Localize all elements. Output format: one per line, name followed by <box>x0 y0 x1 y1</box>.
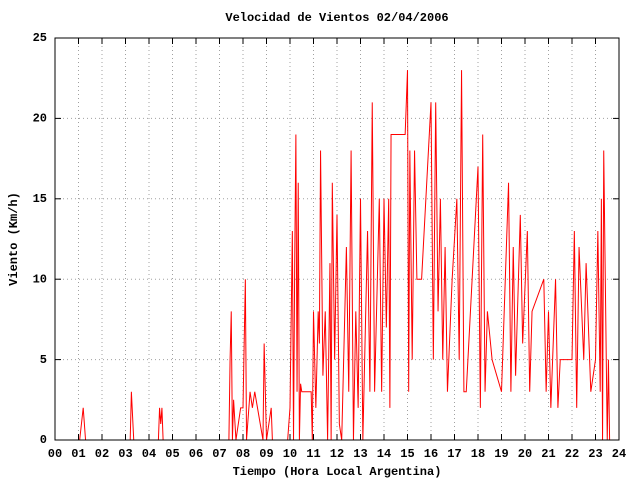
x-tick-label: 14 <box>377 447 391 461</box>
x-tick-label: 03 <box>118 447 132 461</box>
x-tick-label: 20 <box>518 447 532 461</box>
x-tick-label: 04 <box>142 447 156 461</box>
x-tick-label: 01 <box>71 447 85 461</box>
x-axis-label: Tiempo (Hora Local Argentina) <box>233 465 442 479</box>
y-tick-label: 5 <box>40 353 47 367</box>
y-tick-label: 10 <box>33 272 47 286</box>
x-tick-label: 07 <box>212 447 226 461</box>
data-line <box>79 70 611 441</box>
x-tick-label: 10 <box>283 447 297 461</box>
x-tick-label: 17 <box>447 447 461 461</box>
chart-title: Velocidad de Vientos 02/04/2006 <box>225 11 448 25</box>
x-tick-label: 16 <box>424 447 438 461</box>
y-tick-label: 20 <box>33 112 47 126</box>
x-tick-label: 23 <box>588 447 602 461</box>
y-tick-label: 15 <box>33 192 47 206</box>
y-tick-label: 25 <box>33 31 47 45</box>
x-tick-label: 11 <box>306 447 320 461</box>
x-tick-label: 05 <box>165 447 179 461</box>
y-tick-label: 0 <box>40 433 47 447</box>
x-tick-label: 21 <box>541 447 555 461</box>
x-tick-label: 13 <box>353 447 367 461</box>
y-axis-label: Viento (Km/h) <box>7 192 21 286</box>
x-tick-label: 18 <box>471 447 485 461</box>
x-tick-label: 19 <box>494 447 508 461</box>
x-tick-label: 09 <box>259 447 273 461</box>
x-tick-label: 00 <box>48 447 62 461</box>
x-tick-label: 08 <box>236 447 250 461</box>
x-tick-label: 24 <box>612 447 626 461</box>
x-tick-label: 02 <box>95 447 109 461</box>
x-tick-label: 12 <box>330 447 344 461</box>
x-tick-label: 22 <box>565 447 579 461</box>
x-tick-label: 06 <box>189 447 203 461</box>
x-tick-label: 15 <box>400 447 414 461</box>
plot-border <box>54 37 620 441</box>
